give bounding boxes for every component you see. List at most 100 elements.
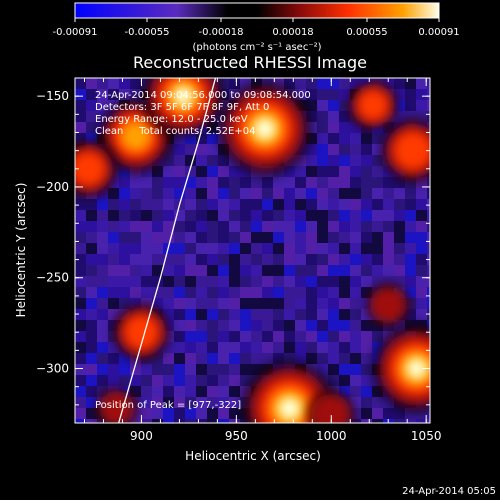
heatmap-cell [240,276,251,287]
heatmap-cell [141,210,152,221]
heatmap-cell [75,397,86,408]
heatmap-cell [306,320,317,331]
heatmap-cell [405,419,416,423]
heatmap-cell [218,331,229,342]
heatmap-cell [141,221,152,232]
heatmap-cell [251,287,262,298]
y-tick-label: −150 [36,89,69,103]
heatmap-cell [394,210,405,221]
heatmap-cell [251,199,262,210]
heatmap-cell [185,419,196,423]
heatmap-cell [328,166,339,177]
heatmap-cell [405,78,416,89]
heatmap-cell [295,276,306,287]
heatmap-cell [262,331,273,342]
heatmap-cell [108,199,119,210]
colorbar-tick-label: -0.00091 [53,27,98,38]
source-mid [393,131,430,170]
heatmap-cell [405,265,416,276]
heatmap-cell [306,287,317,298]
heatmap-cell [75,276,86,287]
heatmap-cell [75,78,86,89]
heatmap-cell [405,243,416,254]
heatmap-cell [97,221,108,232]
heatmap-cell [284,287,295,298]
heatmap-cell [185,364,196,375]
heatmap-cell [339,353,350,364]
info-line-time: 24-Apr-2014 09:04:56.000 to 09:08:54.000 [95,90,311,101]
heatmap-cell [317,353,328,364]
heatmap-cell [317,199,328,210]
heatmap-cell [427,199,430,210]
heatmap-cell [273,221,284,232]
heatmap-cell [394,100,405,111]
heatmap-cell [86,397,97,408]
heatmap-cell [350,331,361,342]
heatmap-cell [262,265,273,276]
heatmap-cell [174,221,185,232]
heatmap-cell [130,89,141,100]
heatmap-cell [174,298,185,309]
heatmap-cell [394,419,405,423]
heatmap-cell [218,276,229,287]
heatmap-cell [240,320,251,331]
x-tick-label: 900 [130,429,153,443]
heatmap-cell [306,243,317,254]
heatmap-cell [218,419,229,423]
heatmap-cell [339,89,350,100]
heatmap-cell [394,265,405,276]
heatmap-cell [218,386,229,397]
heatmap-cell [427,232,430,243]
heatmap-cell [317,276,328,287]
heatmap-cell [295,342,306,353]
heatmap-cell [328,342,339,353]
heatmap-cell [273,276,284,287]
heatmap-cell [86,287,97,298]
heatmap-cell [86,331,97,342]
heatmap-cell [218,375,229,386]
heatmap-cell [163,419,174,423]
heatmap-cell [251,177,262,188]
heatmap-cell [207,419,218,423]
heatmap-cell [394,111,405,122]
heatmap-cell [240,265,251,276]
peak-position-label: Position of Peak = [977,-322] [95,400,241,411]
heatmap-cell [383,210,394,221]
heatmap-cell [350,353,361,364]
heatmap-cell [339,100,350,111]
heatmap-cell [240,210,251,221]
heatmap-cell [295,78,306,89]
heatmap-cell [174,188,185,199]
info-line-counts: Clean Total counts: 2.52E+04 [95,126,255,137]
heatmap-cell [427,419,430,423]
heatmap-cell [174,342,185,353]
heatmap-cell [416,89,427,100]
heatmap-cell [339,375,350,386]
heatmap-cell [251,243,262,254]
heatmap-cell [229,265,240,276]
plot-frame [74,77,431,424]
heatmap-cell [196,397,207,408]
heatmap-cell [130,265,141,276]
heatmap-cell [207,177,218,188]
heatmap-cell [163,287,174,298]
heatmap-cell [174,397,185,408]
heatmap-cell [119,276,130,287]
heatmap-cell [196,155,207,166]
heatmap-cell [295,89,306,100]
heatmap-cell [185,309,196,320]
heatmap-cell [174,243,185,254]
heatmap-cell [295,353,306,364]
heatmap-cell [86,309,97,320]
heatmap-cell [284,221,295,232]
heatmap-cell [295,210,306,221]
heatmap-cell [141,199,152,210]
heatmap-cell [141,408,152,419]
heatmap-cell [185,331,196,342]
heatmap-cell [141,254,152,265]
heatmap-cell [152,397,163,408]
heatmap-cell [284,254,295,265]
heatmap-cell [394,89,405,100]
heatmap-cell [97,265,108,276]
x-axis: 900 950 1000 1050 [83,78,441,443]
